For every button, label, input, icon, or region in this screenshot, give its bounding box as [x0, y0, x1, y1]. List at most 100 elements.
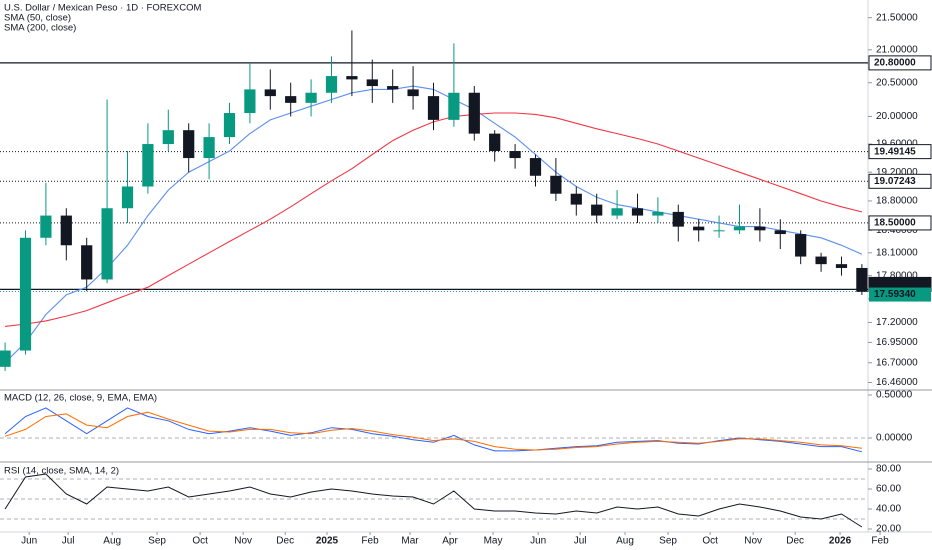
candle-body: [550, 175, 562, 194]
candle-body: [795, 234, 807, 257]
y-tick-label: 18.10000: [876, 247, 918, 258]
candle-body: [366, 79, 378, 87]
candle-body: [489, 133, 501, 152]
x-tick-label: Sep: [659, 536, 677, 547]
candle-body: [121, 186, 134, 209]
pane-title: RSI (14, close, SMA, 14, 2): [4, 466, 119, 477]
candle-body: [611, 208, 623, 216]
pane-title: MACD (12, 26, close, 9, EMA, EMA): [4, 393, 157, 404]
y-tick-label: 18.40000: [876, 225, 918, 236]
x-tick-label: Dec: [786, 536, 804, 547]
candle-body: [19, 237, 32, 351]
candle-body: [591, 204, 603, 216]
candle-body: [285, 96, 297, 103]
line-series: [4, 407, 863, 453]
candle-body: [856, 267, 868, 292]
candle-body: [40, 215, 52, 238]
x-tick-label: Jul: [62, 536, 75, 547]
y-tick-label: 20.00: [876, 524, 901, 535]
x-tick-label: Feb: [361, 536, 379, 547]
candle-body: [448, 92, 460, 120]
y-tick-label: 19.20000: [876, 167, 918, 178]
y-tick-label: 16.46000: [876, 377, 918, 388]
x-tick-label: Nov: [234, 536, 252, 547]
y-tick-label: 18.80000: [876, 196, 918, 207]
candle-body: [325, 76, 338, 93]
y-tick-label: 21.00000: [876, 44, 918, 55]
level-label-box: [868, 55, 932, 71]
y-tick-label: 80.00: [876, 464, 901, 475]
level-label: 17.62124: [874, 279, 916, 290]
x-tick-label: Apr: [442, 536, 458, 547]
candle-body: [509, 151, 521, 159]
candle-body: [529, 158, 542, 176]
candle-body: [101, 208, 113, 280]
x-tick-label: May: [484, 536, 503, 547]
level-label-box: [868, 173, 932, 189]
x-tick-label: Feb: [871, 536, 889, 547]
y-tick-label: 16.95000: [876, 337, 918, 348]
x-tick-label: Oct: [702, 536, 718, 547]
candle-body: [835, 264, 848, 268]
y-tick-label: 16.70000: [876, 357, 918, 368]
candle-body: [60, 215, 72, 246]
x-tick-label: Sep: [148, 536, 166, 547]
candle-body: [672, 211, 684, 227]
x-tick-label: Nov: [744, 536, 762, 547]
legend-entry: SMA (200, close): [4, 23, 76, 34]
candle-body: [693, 226, 705, 231]
x-tick-label: 2025: [316, 536, 339, 547]
candle-body: [162, 130, 174, 145]
y-tick-label: 17.20000: [876, 317, 918, 328]
level-label-box: [868, 144, 932, 160]
x-tick-label: Dec: [276, 536, 294, 547]
candle-body: [264, 89, 276, 97]
candle-body: [815, 256, 827, 265]
x-tick-label: Jul: [574, 536, 587, 547]
candle-body: [223, 113, 236, 138]
level-label: 19.07243: [874, 176, 916, 187]
x-tick-label: Jun: [530, 536, 546, 547]
x-tick-label: 2026: [829, 536, 852, 547]
level-label: 20.80000: [874, 58, 916, 69]
level-label: 17.59340: [874, 289, 916, 300]
level-label: 19.49145: [874, 146, 916, 157]
y-tick-label: 60.00: [876, 484, 901, 495]
x-tick-label: Oct: [192, 536, 208, 547]
candle-body: [244, 89, 256, 114]
candle-body: [81, 245, 93, 280]
y-tick-label: 0.50000: [876, 390, 913, 401]
legend-entry: SMA (50, close): [4, 13, 71, 24]
candle-body: [346, 76, 358, 80]
y-tick-label: 20.00000: [876, 111, 918, 122]
x-tick-label: Jun: [21, 536, 37, 547]
level-label-box: [869, 287, 931, 302]
candle-body: [754, 226, 766, 231]
level-label-box: [868, 215, 932, 231]
y-tick-label: 40.00: [876, 504, 901, 515]
candle-body: [142, 144, 154, 187]
candle-body: [0, 350, 11, 367]
candle-body: [652, 211, 664, 216]
x-tick-label: Aug: [616, 536, 634, 547]
y-tick-label: 21.50000: [876, 12, 918, 23]
candle-body: [631, 208, 644, 216]
candle-body: [387, 86, 399, 90]
y-tick-label: 0.00000: [876, 433, 913, 444]
candle-body: [713, 230, 725, 232]
candle-body: [570, 193, 582, 205]
candle-body: [203, 137, 215, 159]
candle-body: [468, 92, 480, 134]
chart-title: U.S. Dollar / Mexican Peso · 1D · FOREXC…: [4, 3, 202, 14]
y-tick-label: 17.80000: [876, 270, 918, 281]
x-tick-label: Mar: [401, 536, 419, 547]
candle-body: [183, 130, 195, 159]
candle-body: [305, 92, 317, 103]
line-series: [4, 473, 863, 528]
candle-body: [774, 230, 786, 235]
candle-body: [427, 96, 440, 120]
candle-body: [733, 226, 746, 231]
line-series: [4, 411, 862, 451]
